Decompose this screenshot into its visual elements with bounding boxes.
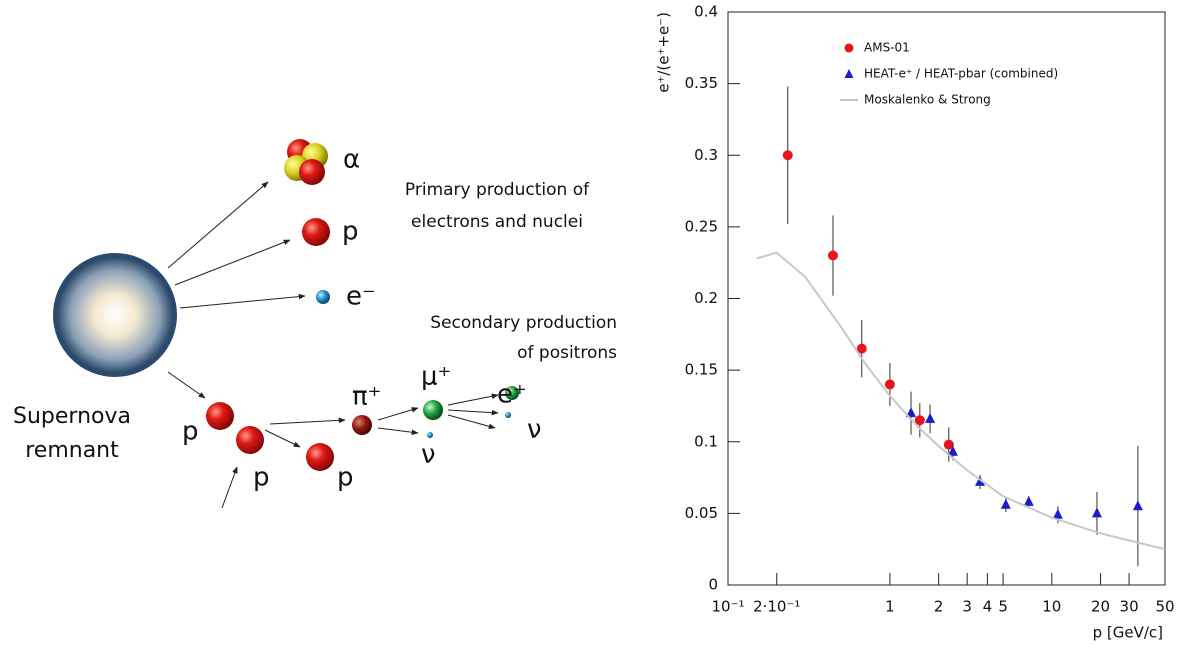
supernova-icon [53,253,177,377]
arrow [167,181,269,269]
particle-label: e⁺ [497,380,527,410]
particle-label: ν [527,415,542,445]
caption: Secondary production [430,313,617,333]
diagram: Supernova remnant Primary production of ele… [13,139,617,509]
x-tick-label: 10⁻¹ [711,598,744,616]
positron [505,386,519,400]
caption: Primary production of [405,180,590,200]
particle-label: μ⁺ [421,362,451,392]
neutrino [427,432,433,438]
arrow [447,393,499,406]
arrow [447,409,499,416]
arrow [447,414,496,430]
neutrino [505,412,511,418]
chart: 0 0.05 0.1 0.15 0.2 0.25 0.3 0.35 0.4 10⁻¹ 2·10⁻¹ 1… [655,3,1175,642]
y-axis-label: e⁺/(e⁺+e⁻) [655,12,673,93]
data-point [1023,495,1034,506]
model-curve [756,251,1166,551]
arrow [377,427,419,435]
x-axis-label: p [GeV/c] [1093,624,1163,642]
y-tick-label: 0.2 [694,289,718,307]
legend-marker [844,69,854,78]
data-point [856,343,867,354]
caption: remnant [25,438,119,463]
proton [236,426,264,454]
caption: of positrons [517,343,617,363]
legend-marker [844,43,854,53]
data-point [884,379,895,390]
y-tick-label: 0.35 [685,74,718,92]
legend-label: AMS-01 [864,41,910,55]
muon [423,400,443,420]
y-tick-label: 0.15 [685,361,718,379]
proton [206,402,234,430]
data-point [974,475,985,486]
particle-label: ν [421,440,436,470]
data-point [947,445,958,456]
pion [352,415,372,435]
data-point [914,415,925,426]
arrow [264,429,301,448]
arrow [167,371,206,399]
particle-label: π⁺ [352,382,381,412]
proton [302,218,330,246]
arrow [221,466,238,509]
x-tick-label: 20 [1091,598,1110,616]
x-tick-label: 30 [1120,598,1139,616]
particle-label: p [342,217,359,247]
y-tick-label: 0.05 [685,504,718,522]
x-tick-label: 10 [1042,598,1061,616]
y-tick-label: 0.25 [685,217,718,235]
particle-label: e⁻ [346,282,376,312]
particle-label: α [343,145,360,175]
data-point [1052,508,1063,519]
caption: Supernova [13,404,131,429]
x-tick-label: 2 [934,598,944,616]
x-tick-label: 4 [983,598,993,616]
arrow [179,293,306,309]
data-point [827,250,838,261]
arrow [269,417,346,425]
data-point [925,412,936,423]
proton [306,443,334,471]
x-tick-label: 5 [998,598,1008,616]
nucleon [299,159,325,185]
data-point [943,439,954,450]
arrow [377,407,419,421]
caption: electrons and nuclei [411,212,583,232]
y-tick-label: 0 [708,576,718,594]
arrow [174,239,291,286]
data-point [782,150,793,161]
particle-label: p [253,463,270,493]
data-point [906,407,917,418]
legend-label: HEAT-e⁺ / HEAT-pbar (combined) [864,67,1058,81]
particle-label: p [182,417,199,447]
y-tick-label: 0.3 [694,146,718,164]
electron [316,290,330,304]
x-tick-label: 1 [885,598,895,616]
y-tick-label: 0.1 [694,432,718,450]
legend-label: Moskalenko & Strong [864,93,991,107]
x-tick-label: 3 [962,598,972,616]
y-tick-label: 0.4 [694,3,718,21]
data-point [1000,498,1011,509]
x-tick-label: 2·10⁻¹ [753,598,800,616]
x-tick-label: 50 [1155,598,1174,616]
particle-label: p [337,463,354,493]
data-point [1091,507,1102,518]
data-point [1132,500,1143,511]
